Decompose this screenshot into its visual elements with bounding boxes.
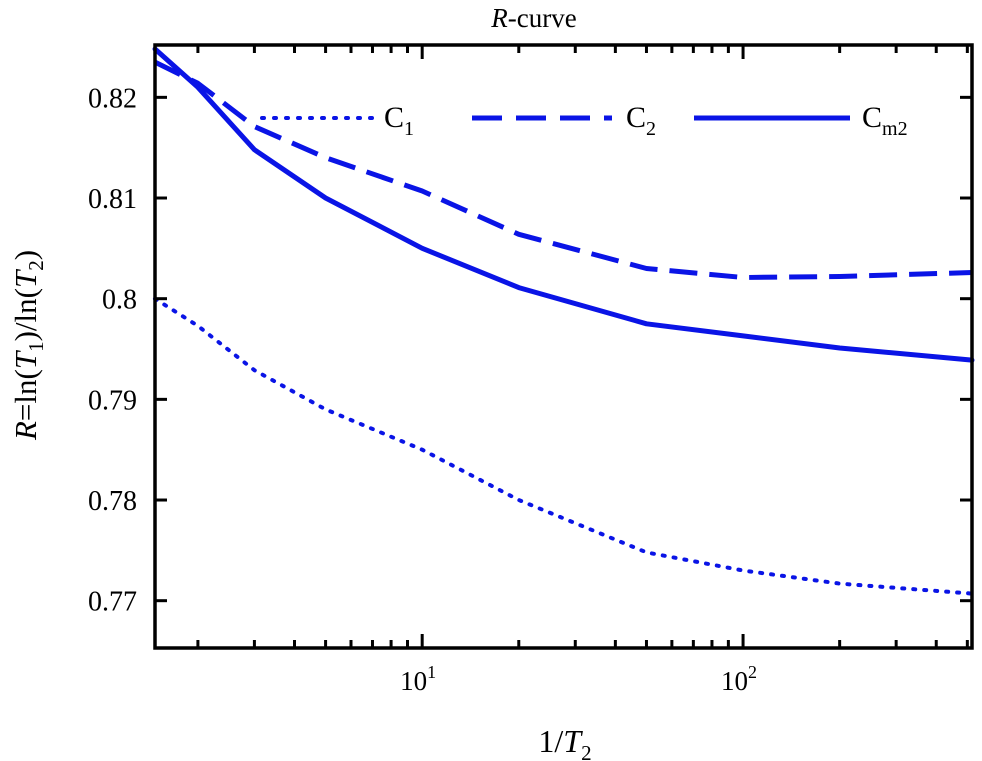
legend-label-cm2: Cm2 <box>862 101 908 140</box>
legend-label-c1: C1 <box>384 101 414 140</box>
y-tick-label: 0.79 <box>88 385 137 416</box>
x-axis-label: 1/T2 <box>538 723 591 761</box>
y-tick-label: 0.77 <box>88 587 137 618</box>
y-tick-label: 0.81 <box>88 184 137 215</box>
series-line-c1 <box>153 296 974 596</box>
x-tick-label: 102 <box>721 662 757 696</box>
series-line-cm2 <box>152 46 975 363</box>
y-tick-label: 0.78 <box>88 486 137 517</box>
plot-area <box>152 46 975 596</box>
y-tick-labels: 0.77 0.78 0.79 0.8 0.81 0.82 <box>88 83 137 617</box>
legend: C1 C2 Cm2 <box>260 101 908 140</box>
y-tick-label: 0.82 <box>88 83 137 114</box>
axis-ticks <box>155 45 972 648</box>
y-tick-label: 0.8 <box>102 285 137 316</box>
legend-label-c2: C2 <box>626 101 656 140</box>
chart-title: R-curve <box>490 3 576 33</box>
plot-frame <box>153 43 974 650</box>
x-tick-labels: 101 102 <box>400 662 757 696</box>
series-line-c2 <box>153 59 973 280</box>
y-axis-label: R=ln(T1)/ln(T2) <box>8 250 48 441</box>
x-tick-label: 101 <box>400 662 436 696</box>
